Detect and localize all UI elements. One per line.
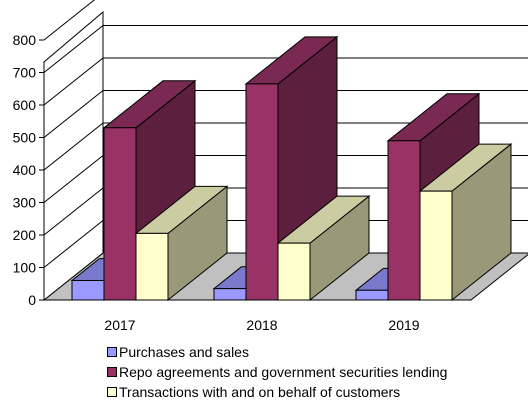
bar-front <box>419 190 453 301</box>
y-tick-label: 500 <box>13 130 37 146</box>
y-tick-label: 700 <box>13 65 37 81</box>
legend-item: Transactions with and on behalf of custo… <box>107 382 447 402</box>
bar-front <box>355 289 389 301</box>
legend-label: Purchases and sales <box>119 344 249 360</box>
x-axis: 2017 2018 2019 <box>104 317 419 333</box>
gridline <box>43 57 528 106</box>
x-tick-label: 2019 <box>388 317 419 333</box>
bar-front <box>103 127 137 301</box>
legend-swatch <box>107 367 117 377</box>
legend-item: Repo agreements and government securitie… <box>107 362 447 382</box>
y-tick-label: 600 <box>13 97 37 113</box>
y-tick-label: 300 <box>13 195 37 211</box>
y-tick-label: 400 <box>13 162 37 178</box>
legend: Purchases and sales Repo agreements and g… <box>107 342 447 402</box>
y-tick-label: 0 <box>28 292 36 308</box>
bars <box>70 35 513 302</box>
legend-label: Repo agreements and government securitie… <box>119 364 448 380</box>
side-wall <box>43 10 104 302</box>
bar-front <box>277 242 311 301</box>
bar-front <box>387 140 421 301</box>
x-tick-label: 2018 <box>246 317 277 333</box>
bar-customers-2017 <box>134 185 229 302</box>
gridline <box>43 90 528 138</box>
bar-customers-2019 <box>418 143 513 302</box>
bar-front <box>245 83 279 301</box>
bar-front <box>71 280 105 301</box>
bar-front <box>135 232 169 301</box>
legend-swatch <box>107 347 117 357</box>
legend-label: Transactions with and on behalf of custo… <box>119 384 401 400</box>
x-tick-label: 2017 <box>104 317 135 333</box>
y-axis: 0 100 200 300 400 500 600 700 800 <box>13 32 45 308</box>
gridline <box>43 122 528 171</box>
bar-customers-2018 <box>276 195 371 302</box>
legend-item: Purchases and sales <box>107 342 447 362</box>
gridline <box>43 25 528 73</box>
bar-front <box>213 288 247 301</box>
legend-swatch <box>107 387 117 397</box>
y-tick-label: 200 <box>13 227 37 243</box>
y-tick-label: 100 <box>13 260 37 276</box>
y-tick-label: 800 <box>13 32 37 48</box>
gridline <box>43 0 96 41</box>
